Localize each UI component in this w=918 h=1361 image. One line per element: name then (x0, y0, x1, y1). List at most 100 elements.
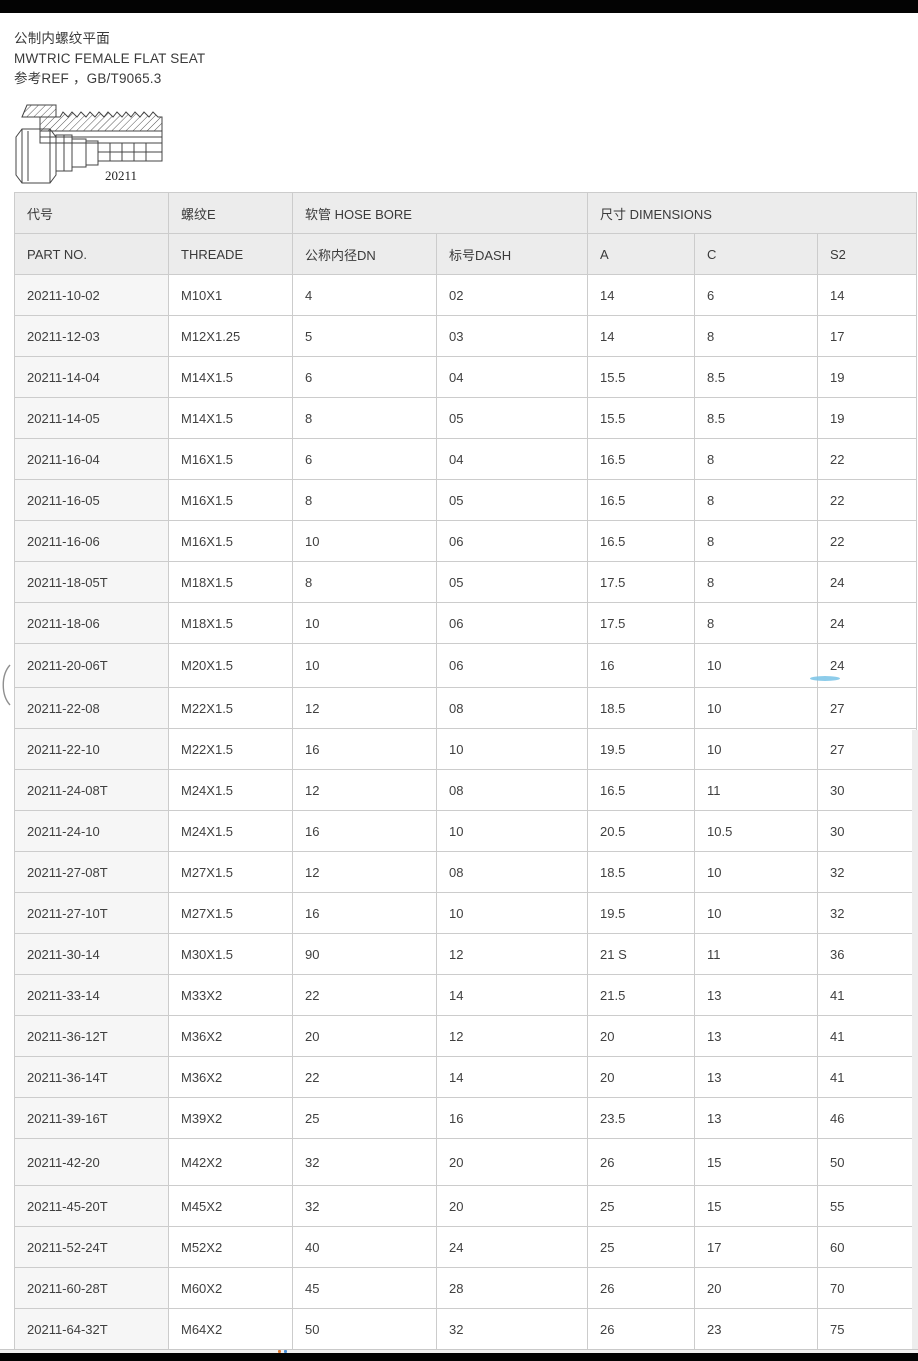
cell-dash: 10 (435, 892, 589, 934)
bottom-black-bar (0, 1353, 918, 1361)
header-group-row: 代号 螺纹E 软管 HOSE BORE 尺寸 DIMENSIONS (14, 192, 918, 234)
table-row: 20211-16-04 M16X1.5 6 04 16.5 8 22 (14, 438, 918, 480)
cell-thread: M24X1.5 (168, 810, 293, 852)
cursor-curve-artifact (0, 664, 14, 711)
cell-c: 8 (694, 315, 819, 357)
cell-dash: 08 (435, 851, 589, 893)
cell-a: 16.5 (587, 769, 696, 811)
cell-s2: 46 (817, 1097, 918, 1139)
cell-thread: M60X2 (168, 1267, 293, 1309)
header-dn: 公称内径DN (292, 233, 437, 275)
cell-c: 8 (694, 520, 819, 562)
cell-dash: 20 (435, 1138, 589, 1186)
cell-c: 17 (694, 1226, 819, 1268)
cell-dash: 20 (435, 1185, 589, 1227)
pixel-artifact-dot-blue (284, 1350, 287, 1353)
cell-s2: 30 (817, 810, 918, 852)
cell-dash: 04 (435, 438, 589, 480)
cell-a: 26 (587, 1267, 696, 1309)
table-row: 20211-33-14 M33X2 22 14 21.5 13 41 (14, 974, 918, 1016)
cell-thread: M16X1.5 (168, 479, 293, 521)
header-sub-row: PART NO. THREADE 公称内径DN 标号DASH A C S2 (14, 233, 918, 275)
cell-c: 10 (694, 728, 819, 770)
table-body: 20211-10-02 M10X1 4 02 14 6 14 20211-12-03 M12X1… (14, 274, 918, 1350)
cell-c: 23 (694, 1308, 819, 1350)
cell-s2: 14 (817, 274, 918, 316)
cell-s2: 41 (817, 974, 918, 1016)
cell-thread: M22X1.5 (168, 687, 293, 729)
table-row: 20211-12-03 M12X1.25 5 03 14 8 17 (14, 315, 918, 357)
table-row: 20211-18-06 M18X1.5 10 06 17.5 8 24 (14, 602, 918, 644)
cell-dash: 03 (435, 315, 589, 357)
cell-a: 16.5 (587, 438, 696, 480)
cell-dn: 10 (292, 520, 437, 562)
cell-s2: 22 (817, 520, 918, 562)
fitting-technical-drawing: 20211 (14, 101, 166, 190)
cell-part_no: 20211-20-06T (14, 643, 169, 688)
cell-dash: 16 (435, 1097, 589, 1139)
cell-thread: M20X1.5 (168, 643, 293, 688)
cell-c: 20 (694, 1267, 819, 1309)
header-part-no: PART NO. (14, 233, 169, 275)
cell-a: 19.5 (587, 892, 696, 934)
cell-a: 19.5 (587, 728, 696, 770)
cell-part_no: 20211-22-08 (14, 687, 169, 729)
cell-thread: M14X1.5 (168, 397, 293, 439)
cell-part_no: 20211-42-20 (14, 1138, 169, 1186)
header-dimensions: 尺寸 DIMENSIONS (587, 192, 918, 234)
cell-c: 15 (694, 1138, 819, 1186)
header-hose-bore: 软管 HOSE BORE (291, 192, 589, 234)
table-row: 20211-14-04 M14X1.5 6 04 15.5 8.5 19 (14, 356, 918, 398)
cell-part_no: 20211-27-10T (14, 892, 169, 934)
cell-a: 17.5 (587, 561, 696, 603)
cell-c: 10 (694, 687, 819, 729)
cell-dn: 20 (292, 1015, 437, 1057)
cell-part_no: 20211-22-10 (14, 728, 169, 770)
cell-dn: 10 (292, 643, 437, 688)
cell-thread: M45X2 (168, 1185, 293, 1227)
scrollbar-track[interactable] (912, 730, 918, 1350)
cell-part_no: 20211-64-32T (14, 1308, 169, 1350)
cell-c: 8 (694, 479, 819, 521)
cell-s2: 24 (817, 643, 918, 688)
cell-a: 20 (587, 1056, 696, 1098)
cell-thread: M36X2 (168, 1015, 293, 1057)
table-row: 20211-27-10T M27X1.5 16 10 19.5 10 32 (14, 892, 918, 934)
cell-thread: M16X1.5 (168, 438, 293, 480)
cell-dash: 06 (435, 602, 589, 644)
cell-s2: 50 (817, 1138, 918, 1186)
cell-part_no: 20211-16-05 (14, 479, 169, 521)
table-row: 20211-45-20T M45X2 32 20 25 15 55 (14, 1185, 918, 1227)
cell-dash: 12 (435, 1015, 589, 1057)
cell-a: 16 (587, 643, 696, 688)
cell-c: 8.5 (694, 356, 819, 398)
fitting-drawing-svg: 20211 (15, 104, 163, 184)
cell-dash: 14 (435, 1056, 589, 1098)
cell-dn: 22 (292, 974, 437, 1016)
cell-thread: M42X2 (168, 1138, 293, 1186)
cell-c: 8.5 (694, 397, 819, 439)
cell-s2: 22 (817, 479, 918, 521)
page-title-block: 公制内螺纹平面 MWTRIC FEMALE FLAT SEAT 参考REF ，G… (14, 29, 205, 89)
cell-dn: 4 (292, 274, 437, 316)
cell-c: 15 (694, 1185, 819, 1227)
cell-part_no: 20211-24-08T (14, 769, 169, 811)
cell-c: 10 (694, 643, 819, 688)
cell-a: 25 (587, 1226, 696, 1268)
cell-s2: 60 (817, 1226, 918, 1268)
header-thread: THREADE (168, 233, 293, 275)
cell-dash: 28 (435, 1267, 589, 1309)
cell-dash: 04 (435, 356, 589, 398)
cell-a: 26 (587, 1308, 696, 1350)
cell-a: 15.5 (587, 397, 696, 439)
table-row: 20211-36-14T M36X2 22 14 20 13 41 (14, 1056, 918, 1098)
cell-thread: M27X1.5 (168, 851, 293, 893)
cell-c: 11 (694, 769, 819, 811)
drawing-part-number-label: 20211 (105, 168, 137, 183)
cell-part_no: 20211-14-04 (14, 356, 169, 398)
cell-part_no: 20211-52-24T (14, 1226, 169, 1268)
cell-part_no: 20211-16-04 (14, 438, 169, 480)
cell-c: 8 (694, 438, 819, 480)
cell-c: 13 (694, 1015, 819, 1057)
cell-dash: 32 (435, 1308, 589, 1350)
